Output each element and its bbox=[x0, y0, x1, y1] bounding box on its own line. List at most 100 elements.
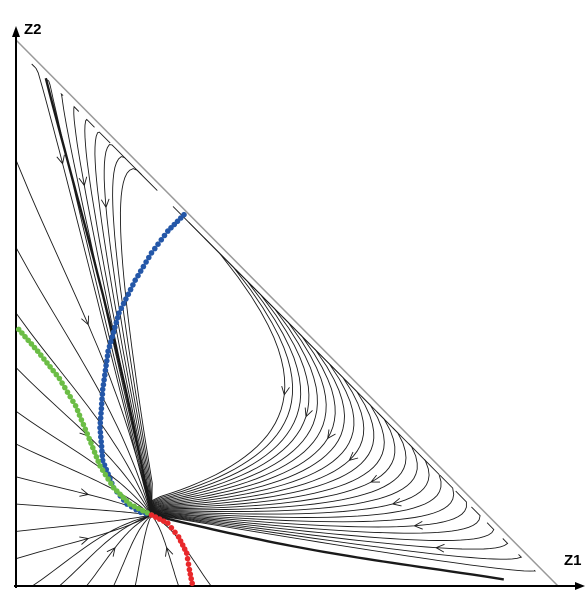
slow-manifold-lower bbox=[151, 513, 504, 581]
red-trajectory bbox=[148, 512, 195, 587]
blue-trajectory-point bbox=[100, 381, 107, 388]
blue-trajectory-point bbox=[152, 245, 158, 252]
direction-arrow bbox=[413, 521, 423, 530]
blue-trajectory-point bbox=[130, 282, 136, 288]
green-trajectory-point bbox=[44, 360, 50, 366]
blue-trajectory-point bbox=[108, 338, 114, 345]
green-trajectory-point bbox=[140, 507, 146, 514]
blue-trajectory-point bbox=[99, 396, 105, 402]
streamline bbox=[151, 253, 310, 516]
z2-axis-arrowhead bbox=[12, 26, 20, 37]
green-trajectory-point bbox=[47, 364, 53, 370]
streamline bbox=[86, 514, 152, 587]
blue-trajectory-point bbox=[120, 300, 127, 307]
direction-arrow bbox=[348, 451, 359, 461]
green-trajectory-point bbox=[59, 380, 65, 386]
streamline bbox=[94, 131, 152, 516]
blue-trajectory-point bbox=[132, 277, 138, 284]
streamline bbox=[103, 144, 152, 516]
blue-trajectory-point bbox=[127, 286, 134, 293]
red-trajectory-point bbox=[168, 525, 175, 531]
green-trajectory-point bbox=[41, 356, 47, 362]
blue-trajectory-point bbox=[98, 434, 104, 440]
red-trajectory-point bbox=[183, 550, 190, 556]
red-trajectory-point bbox=[187, 571, 194, 577]
green-trajectory-point bbox=[56, 375, 63, 382]
streamline bbox=[151, 316, 345, 516]
direction-arrow bbox=[391, 497, 402, 507]
blue-trajectory-point bbox=[109, 334, 115, 340]
streamline bbox=[151, 427, 418, 516]
streamline bbox=[151, 514, 212, 587]
streamline bbox=[151, 514, 509, 550]
streamline bbox=[151, 300, 336, 516]
blue-trajectory-point bbox=[116, 310, 122, 316]
streamline bbox=[15, 159, 152, 516]
blue-trajectory-point bbox=[98, 410, 104, 417]
blue-trajectory-point bbox=[102, 367, 109, 374]
green-trajectory-point bbox=[144, 510, 150, 516]
streamline bbox=[112, 156, 152, 516]
streamline bbox=[113, 514, 152, 587]
green-trajectory-point bbox=[102, 471, 109, 478]
streamline bbox=[15, 367, 152, 516]
green-trajectory-point bbox=[22, 333, 28, 340]
blue-trajectory-point bbox=[112, 324, 118, 331]
green-trajectory-point bbox=[76, 412, 83, 419]
streamlines bbox=[15, 63, 537, 587]
blue-trajectory-point bbox=[118, 305, 125, 312]
blue-trajectory-point bbox=[146, 254, 152, 261]
green-trajectory-point bbox=[78, 417, 85, 423]
streamline bbox=[47, 79, 152, 516]
blue-trajectory-point bbox=[99, 386, 106, 393]
green-trajectory-point bbox=[105, 476, 111, 482]
blue-trajectory-point bbox=[123, 296, 129, 302]
blue-trajectory-point bbox=[99, 457, 106, 464]
streamline bbox=[151, 206, 286, 516]
direction-arrow bbox=[435, 543, 445, 553]
blue-trajectory-point bbox=[98, 401, 105, 407]
green-trajectory-point bbox=[82, 426, 89, 433]
green-trajectory-point bbox=[31, 344, 38, 351]
blue-trajectory-point bbox=[98, 438, 104, 445]
red-trajectory-point bbox=[165, 520, 171, 526]
streamline bbox=[151, 514, 495, 541]
blue-trajectory-point bbox=[97, 420, 104, 426]
direction-arrow bbox=[79, 488, 90, 497]
green-trajectory-point bbox=[50, 367, 56, 374]
green-trajectory-point bbox=[70, 398, 76, 405]
z1-axis-label: Z1 bbox=[564, 552, 582, 569]
streamline bbox=[151, 380, 385, 516]
green-trajectory-point bbox=[53, 371, 60, 378]
blue-trajectory-point bbox=[105, 348, 111, 355]
blue-trajectory-point bbox=[114, 315, 121, 321]
blue-trajectory bbox=[97, 211, 187, 518]
streamline bbox=[84, 118, 152, 516]
streamline bbox=[151, 364, 375, 516]
blue-trajectory-point bbox=[101, 377, 107, 383]
streamline bbox=[73, 105, 152, 516]
green-trajectory-point bbox=[67, 393, 73, 400]
streamline bbox=[151, 514, 523, 560]
streamline bbox=[15, 443, 152, 516]
green-trajectory-point bbox=[34, 348, 41, 355]
green-trajectory-point bbox=[91, 449, 98, 456]
blue-trajectory-point bbox=[99, 452, 106, 459]
streamline bbox=[151, 514, 537, 572]
streamline bbox=[151, 411, 407, 516]
streamline bbox=[15, 247, 152, 516]
green-trajectory-point bbox=[131, 503, 137, 510]
streamline bbox=[151, 395, 396, 516]
blue-trajectory-point bbox=[103, 362, 109, 369]
direction-arrow bbox=[304, 407, 313, 418]
streamline bbox=[151, 514, 180, 587]
blue-trajectory-point bbox=[98, 443, 105, 450]
green-trajectory-point bbox=[25, 337, 32, 344]
green-trajectory-point bbox=[28, 341, 35, 347]
green-trajectory-point bbox=[19, 330, 25, 336]
red-trajectory-point bbox=[186, 566, 193, 573]
red-trajectory-point bbox=[188, 575, 194, 582]
streamline bbox=[15, 514, 152, 532]
streamline bbox=[151, 490, 467, 528]
streamline bbox=[151, 269, 318, 516]
